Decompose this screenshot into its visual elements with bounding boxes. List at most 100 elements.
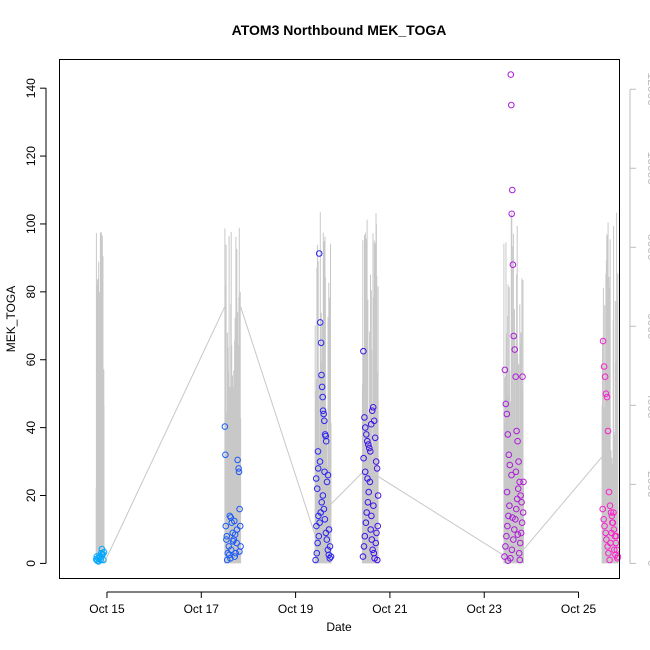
data-point: [318, 383, 326, 391]
data-point: [321, 417, 328, 425]
secondary-series-spikes: [224, 227, 242, 564]
data-point: [517, 529, 525, 537]
data-point: [229, 538, 237, 545]
data-point: [325, 551, 333, 559]
y-tick-label: 0: [24, 560, 38, 567]
data-point: [367, 448, 374, 455]
data-point: [603, 393, 611, 401]
data-point: [607, 509, 615, 516]
data-point: [515, 549, 523, 557]
x-axis: Oct 15 Oct 17 Oct 19 Oct 21 Oct 23 Oct 25: [89, 591, 597, 616]
data-point: [508, 546, 516, 554]
plot-frame: [59, 59, 620, 579]
data-point: [515, 458, 522, 465]
data-point: [504, 522, 511, 530]
data-point: [514, 437, 521, 445]
data-point: [606, 502, 614, 510]
data-point: [368, 407, 376, 415]
secondary-series-connector: [103, 306, 226, 564]
data-point: [607, 539, 614, 547]
data-point: [360, 454, 367, 462]
data-point: [326, 543, 334, 550]
data-point: [363, 509, 371, 516]
data-point: [503, 488, 511, 496]
data-point: [99, 550, 107, 558]
data-point: [511, 526, 518, 533]
data-point: [374, 492, 382, 499]
data-point: [236, 548, 243, 555]
data-point: [372, 458, 380, 465]
data-point: [503, 532, 510, 540]
data-point: [363, 431, 370, 438]
data-point: [223, 532, 231, 540]
y2-tick-label: 10000: [645, 152, 650, 186]
x-axis-label: Date: [326, 620, 352, 634]
data-point: [370, 417, 378, 425]
y2-tick-label: 2000: [645, 471, 650, 498]
data-point: [519, 373, 526, 381]
data-point: [365, 441, 372, 448]
data-point: [319, 407, 327, 415]
data-point: [313, 549, 321, 557]
data-point: [374, 556, 381, 564]
data-point: [321, 468, 328, 476]
data-point: [368, 536, 376, 543]
data-point: [362, 519, 370, 527]
chart-title: ATOM3 Northbound MEK_TOGA: [232, 22, 447, 38]
data-point: [501, 553, 508, 560]
data-point: [603, 536, 610, 543]
data-point: [373, 465, 381, 472]
data-point: [316, 458, 324, 465]
data-point: [510, 332, 518, 340]
data-point: [372, 539, 380, 547]
secondary-series-connector: [330, 472, 363, 505]
data-point: [369, 404, 377, 411]
data-point: [612, 551, 619, 559]
data-point: [502, 543, 509, 550]
data-point: [321, 516, 329, 523]
data-point: [606, 556, 613, 564]
data-point: [513, 505, 520, 513]
data-point: [513, 495, 521, 503]
data-point: [370, 502, 377, 510]
y-tick-label: 80: [24, 285, 38, 299]
data-point: [323, 536, 331, 543]
data-point: [227, 546, 235, 554]
data-point: [314, 465, 322, 472]
data-point: [319, 492, 327, 499]
data-point: [315, 250, 323, 257]
data-point: [322, 437, 330, 445]
x-tick-label: Oct 19: [278, 602, 314, 616]
y2-tick-label: 12000: [645, 73, 650, 107]
data-point: [232, 549, 239, 557]
data-point: [506, 502, 513, 510]
y2-tick-label: 6000: [645, 313, 650, 340]
data-point: [506, 461, 514, 469]
y-axis: 0 20 40 60 80 100 120 140: [24, 78, 47, 567]
data-point: [318, 499, 326, 506]
data-point: [508, 210, 516, 218]
data-point: [604, 427, 612, 435]
data-point: [520, 478, 527, 486]
data-point: [314, 448, 322, 455]
data-point: [100, 548, 108, 556]
data-point: [314, 539, 321, 547]
data-point: [322, 529, 330, 537]
data-point: [599, 505, 607, 513]
data-point: [233, 539, 240, 547]
data-point: [362, 424, 369, 431]
data-point: [324, 471, 332, 479]
data-point: [605, 488, 613, 496]
data-point: [504, 557, 512, 565]
data-point: [610, 509, 617, 516]
data-point: [373, 529, 380, 537]
data-point: [608, 529, 615, 537]
data-point: [512, 468, 520, 476]
data-point: [320, 410, 328, 418]
data-point: [516, 556, 524, 564]
data-point: [316, 319, 324, 326]
data-point: [235, 468, 243, 476]
data-point: [509, 186, 516, 194]
data-point: [97, 556, 104, 564]
